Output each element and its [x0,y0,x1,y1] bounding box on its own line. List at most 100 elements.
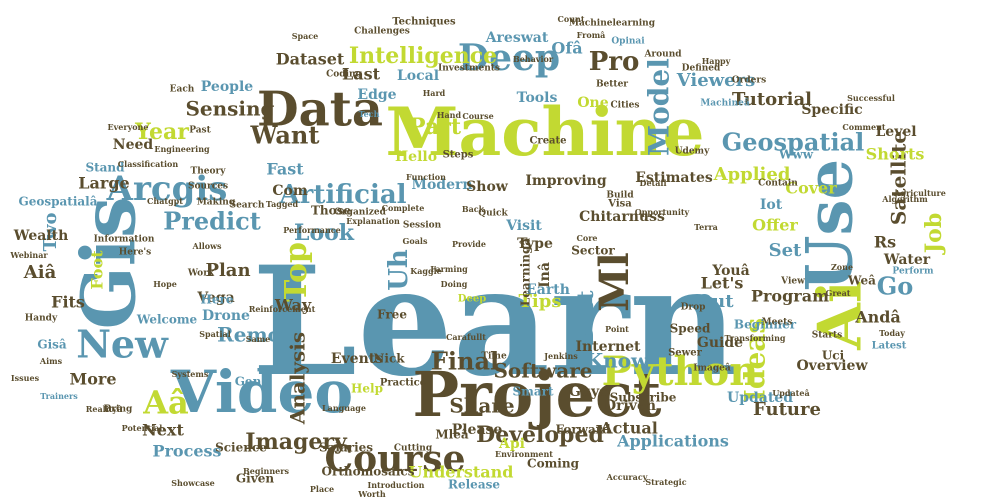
word-environment: Environment [495,449,553,459]
word-meets: Meets [762,318,793,328]
word-cover: Cover [785,179,837,198]
word-free: Free [377,308,407,322]
word-goals: Goals [403,236,428,246]
word-out: Out [696,291,734,312]
word-way: Way [274,296,312,315]
word-know: Know [586,349,649,373]
word-space: Space [292,31,319,41]
word-hope: Hope [153,279,177,289]
word-final: Final [431,347,499,376]
word-plan: Plan [205,260,250,281]
word-year: Year [134,119,189,145]
word-issues: Issues [11,373,40,383]
word-tools: Tools [517,90,558,106]
word-guys: Guys [569,384,607,400]
word-more: More [70,370,117,389]
word-best: Best [573,290,599,346]
word-and-: Andâ [854,308,901,327]
word-vega: Vega [196,290,234,306]
word-explanation: Explanation [346,216,400,226]
word-steps: Steps [443,150,474,161]
word-comment: Comment [842,122,886,132]
word-analysis: Analysis [286,332,310,425]
word-smart: Smart [512,385,553,399]
word-top: Top [279,242,314,302]
word-salaries: Salaries [319,441,373,455]
word-subscribe: Subscribe [610,391,677,405]
word-sensing: Sensing [185,97,274,121]
word-new: New [76,322,169,367]
word-complete: Complete [382,203,425,213]
word-defined: Defined [682,64,721,74]
word-wealth: Wealth [13,228,69,244]
word-reality-: Realityâ [86,404,123,414]
word-orders: Orders [732,76,766,86]
word-specific: Specific [801,102,862,118]
word-build: Build [606,191,634,201]
word-future: Future [753,399,821,420]
word-people: People [201,79,254,95]
word-areswat: Areswat [485,30,549,46]
word-view: View [780,277,805,287]
word-iot: Iot [760,197,783,213]
word-applications: Applications [616,432,729,451]
word-performance: Performance [283,225,341,235]
word-gis-: Gisâ [37,338,67,352]
word-handy: Handy [25,314,58,324]
word-worth: Worth [357,489,386,499]
word-one: One [577,95,608,111]
word-you-: Youâ [711,263,749,279]
word-strategic: Strategic [645,477,686,487]
word-uh: Uh [384,249,414,291]
word-webinar: Webinar [9,250,48,260]
word-perform: Perform [892,267,934,277]
word-welcome: Welcome [136,313,198,327]
word-understand: Understand [409,463,514,482]
word-geospatial-: Geospatialâ [18,195,97,209]
word-carafullt: Carafullt [446,332,486,342]
word-organized: Organized [334,208,387,218]
word-course: Course [462,111,493,121]
word-techniques: Techniques [392,17,456,28]
word-applied: Applied [713,164,791,185]
word-sewer: Sewer [668,348,703,359]
word-terra: Terra [694,222,718,232]
word-artificial: Artificial [278,180,406,210]
word-local: Local [397,68,439,84]
word-drone: Drone [202,308,250,324]
word-hard: Hard [423,88,446,98]
word-sources: Sources [188,182,228,192]
word-next: Next [142,421,184,440]
word-need: Need [113,137,154,153]
word-last: Last [342,65,381,84]
word-challenges: Challenges [354,27,410,37]
word-kaggle: Kaggle [410,266,441,276]
word-from-: Fromâ [577,30,606,40]
word-aims: Aims [39,356,63,366]
word-great: Great [825,288,850,298]
word-doing: Doing [441,279,468,289]
word-level: Level [875,124,916,140]
word-machinelearning: Machinelearning [569,19,656,29]
word-part: Part [409,114,462,140]
word-beginner: Beginner [734,318,797,332]
word-jenkins: Jenkins [543,351,578,361]
word-orthomosaics: Orthomosaics [322,465,415,479]
word-trainers: Trainers [40,391,78,401]
word-introduction: Introduction [368,480,425,490]
word-each: Each [170,85,195,95]
word-provide: Provide [452,239,486,249]
word-reinforcement: Reinforcement [249,304,316,314]
word-www: Www [778,148,814,162]
word-release: Release [448,478,500,492]
word-developed: Developed [476,422,604,448]
word-offer: Offer [752,216,798,235]
word-edge: Edge [357,87,396,103]
word-shorts: Shorts [866,145,925,164]
word-fits: Fits [51,293,85,312]
word-gen: Gen [235,375,262,389]
word-showcase: Showcase [171,478,214,488]
word-ml: Ml [591,252,638,311]
word-beginners: Beginners [243,466,289,476]
word-better: Better [596,80,628,90]
